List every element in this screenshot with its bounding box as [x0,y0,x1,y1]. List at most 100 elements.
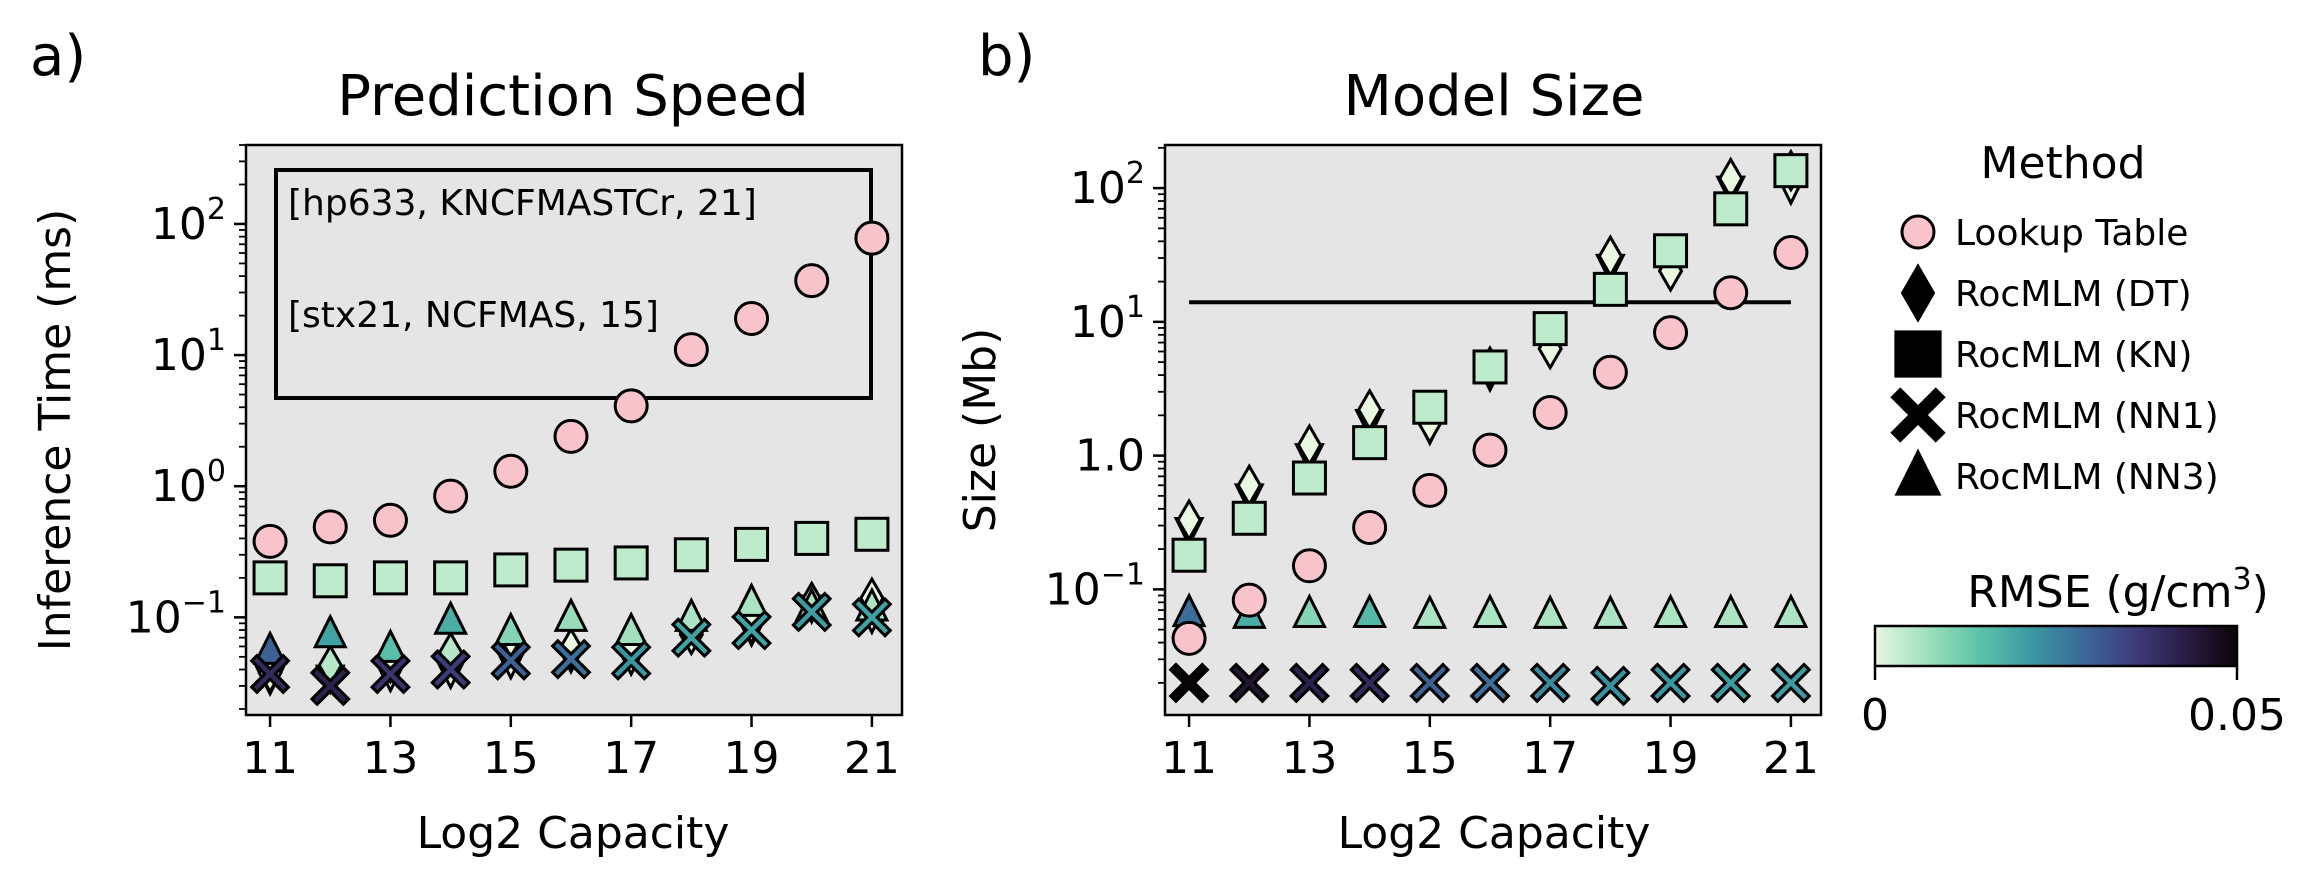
x-axis-label-b: Log2 Capacity [1338,808,1651,859]
legend-marker-triangle [1894,448,1942,496]
point-rocmlm-nn3 [1592,594,1628,629]
point-rocmlm-kn [1472,349,1508,385]
point-lookup-table [1532,395,1568,431]
point-lookup-table [1713,275,1749,311]
point-lookup-table [1171,620,1207,656]
y-tick-label: 102 [151,192,226,250]
point-rocmlm-nn3 [312,613,348,649]
point-lookup-table [553,418,589,454]
y-tick-label: 102 [1070,156,1145,214]
annotation-box-a [274,168,873,400]
point-rocmlm-nn1 [1228,662,1270,704]
y-tick-label: 10−1 [1045,557,1145,615]
legend-marker-x [1890,387,1946,443]
point-rocmlm-nn3 [252,630,288,665]
point-rocmlm-nn1 [1168,662,1210,704]
point-rocmlm-nn1 [309,665,351,707]
x-tick-label: 17 [1522,733,1578,784]
point-lookup-table [613,388,649,424]
y-tick-label: 101 [1070,290,1145,348]
x-tick-label: 13 [1281,733,1337,784]
point-rocmlm-kn [1713,191,1749,227]
y-tick-label: 1.0 [1075,431,1145,482]
x-tick-label: 21 [1763,733,1819,784]
point-rocmlm-nn3 [373,628,408,663]
point-rocmlm-kn [1412,389,1448,425]
legend-marker-diamond [1900,263,1936,323]
point-lookup-table [1231,582,1267,618]
legend-marker-circle [1900,214,1936,250]
point-rocmlm-kn [252,560,288,596]
point-lookup-table [1592,354,1628,390]
colorbar: RMSE (g/cm3) 0 0.05 [1861,562,2286,741]
point-rocmlm-nn1 [791,591,833,633]
point-lookup-table [1412,472,1448,508]
point-rocmlm-kn [1653,233,1689,269]
point-rocmlm-nn3 [553,596,589,632]
point-lookup-table [252,523,288,559]
panel-prediction-speed: a) Prediction Speed [hp633, KNCFMASTCr, … [30,24,904,859]
point-rocmlm-nn1 [1469,662,1511,704]
x-tick-label: 15 [483,733,539,784]
point-rocmlm-nn3 [1713,593,1749,629]
point-rocmlm-nn1 [1349,662,1391,704]
point-lookup-table [1472,432,1508,468]
point-rocmlm-nn3 [1472,593,1508,629]
point-rocmlm-nn3 [1532,594,1568,629]
y-axis-label-b: Size (Mb) [955,328,1006,533]
x-tick-label: 17 [603,733,659,784]
point-lookup-table [1653,315,1689,351]
panel-label-a: a) [30,24,86,89]
x-tick-label: 15 [1402,733,1458,784]
legend-marker-square [1894,330,1942,378]
x-tick-label: 13 [362,733,418,784]
point-lookup-table [493,453,529,489]
legend-label: RocMLM (DT) [1955,274,2192,315]
annotation-line-2: [stx21, NCFMAS, 15] [288,295,659,336]
point-rocmlm-kn [1773,153,1809,189]
panel-model-size: b) Model Size 11 13 15 17 19 21 102 101 1.0 10−1… [955,24,1823,859]
point-rocmlm-kn [1532,311,1568,347]
chart-title-a: Prediction Speed [337,64,809,129]
point-rocmlm-nn1 [1529,662,1571,704]
legend-entries: Lookup Table RocMLM (DT) RocMLM (KN) RocMLM… [1890,213,2219,498]
colorbar-title: RMSE (g/cm3) [1967,562,2269,618]
point-rocmlm-nn1 [670,617,712,659]
colorbar-max-label: 0.05 [2188,690,2286,741]
point-rocmlm-nn1 [1770,662,1812,704]
point-rocmlm-nn1 [731,609,773,651]
point-lookup-table [1773,234,1809,270]
point-rocmlm-nn3 [493,611,529,646]
point-lookup-table [1291,548,1327,584]
x-tick-label: 11 [1161,733,1217,784]
point-rocmlm-kn [854,516,890,552]
y-ticks-b: 102 101 1.0 10−1 [1045,146,1165,684]
point-rocmlm-kn [1171,537,1207,573]
point-rocmlm-kn [312,563,348,599]
point-lookup-table [1352,510,1388,546]
point-rocmlm-nn3 [1412,594,1448,629]
point-lookup-table [312,509,348,545]
point-rocmlm-kn [553,547,589,583]
x-tick-label: 11 [242,733,298,784]
x-ticks-b: 11 13 15 17 19 21 [1161,715,1819,784]
point-lookup-table [433,478,469,514]
y-axis-label-a: Inference Time (ms) [30,209,81,652]
point-rocmlm-nn3 [1773,593,1809,629]
x-tick-label: 19 [1643,733,1699,784]
data-marks-b [1168,148,1812,707]
x-tick-label: 21 [844,733,900,784]
panel-label-b: b) [978,24,1035,89]
point-rocmlm-nn1 [1710,662,1752,704]
point-rocmlm-kn [372,560,408,596]
y-tick-label: 10−1 [126,585,226,643]
x-tick-label: 19 [724,733,780,784]
point-lookup-table [734,301,770,337]
point-rocmlm-nn1 [490,639,532,681]
legend-entry: RocMLM (NN3) [1894,448,2219,498]
point-rocmlm-kn [1291,460,1327,496]
point-rocmlm-nn1 [1650,662,1692,704]
legend-label: RocMLM (NN1) [1955,396,2219,437]
chart-title-b: Model Size [1344,64,1645,129]
point-rocmlm-nn3 [1653,593,1688,629]
